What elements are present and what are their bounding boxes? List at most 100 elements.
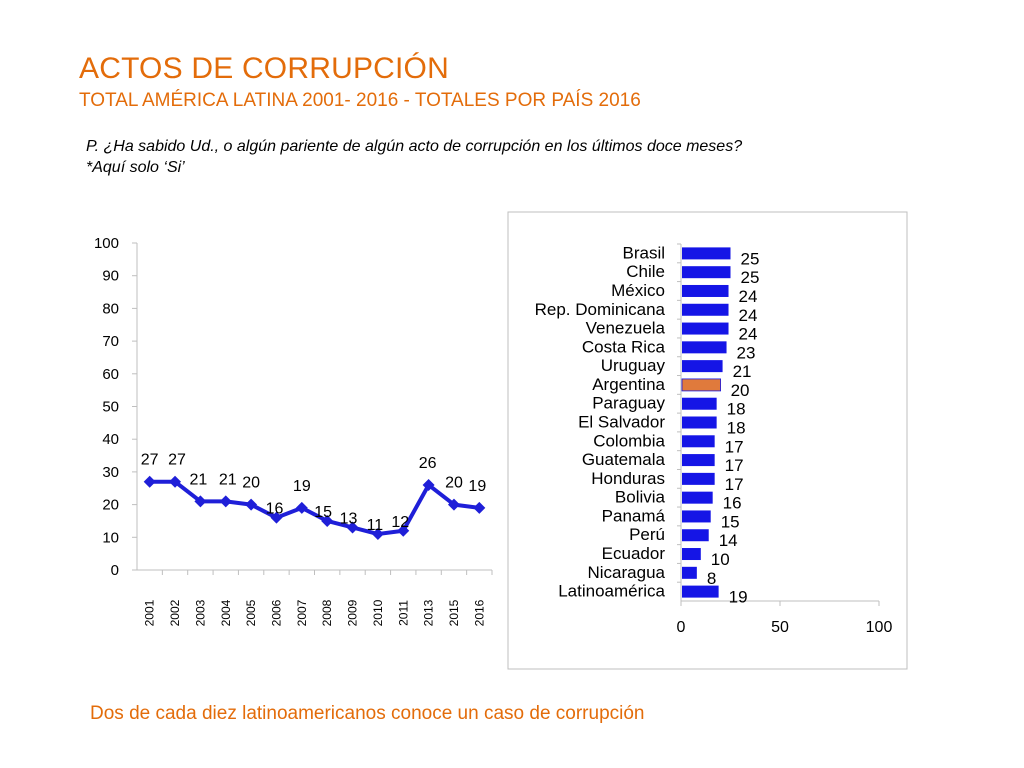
data-label: 26 [419,455,437,472]
question-note: *Aquí solo ‘Si’ [86,159,185,176]
data-point [346,521,359,534]
data-label: 19 [468,478,486,495]
bar [682,247,731,260]
bar-value-label: 24 [739,306,758,325]
x-tick-label: 2007 [295,599,309,626]
y-tick-label: 80 [102,300,119,317]
bar-category-label: Colombia [593,431,665,450]
data-label: 21 [189,471,207,488]
bar [682,585,719,598]
bar-category-label: Uruguay [601,356,666,375]
bar-value-label: 25 [741,268,760,287]
x-tick-label: 2016 [472,599,486,626]
y-tick-label: 60 [102,366,119,383]
bar-value-label: 23 [737,343,756,362]
data-point [169,475,182,488]
x-tick-label: 2005 [244,599,258,626]
bar-category-label: Nicaragua [588,563,666,582]
data-label: 21 [219,471,237,488]
bar-value-label: 18 [727,400,746,419]
x-tick-label: 2013 [422,599,436,626]
y-tick-label: 90 [102,268,119,285]
x-tick-label: 2002 [168,599,182,626]
bar-value-label: 18 [727,419,746,438]
bar [682,397,717,410]
x-tick-label: 2009 [346,599,360,626]
x-tick-label: 2006 [269,599,283,626]
bar-x-tick-label: 0 [677,619,686,636]
y-tick-label: 10 [102,529,119,546]
line-chart: 0 10 20 30 40 50 60 70 80 90 100 2001 2002 2003 2004 20… [94,235,493,626]
bar [682,284,729,297]
data-label: 16 [266,501,284,518]
bar-category-label: Venezuela [586,319,666,338]
bar-category-label: Costa Rica [582,337,666,356]
data-point [371,528,384,541]
bar-category-label: Guatemala [582,450,666,469]
data-label: 13 [340,510,358,527]
bar-category-label: Paraguay [592,394,665,413]
bar-value-label: 17 [725,437,744,456]
bar-value-label: 14 [719,531,738,550]
data-label: 12 [391,514,409,531]
y-tick-label: 30 [102,464,119,481]
bar [682,491,713,504]
y-tick-label: 40 [102,431,119,448]
bar-value-label: 8 [707,569,716,588]
question-text: P. ¿Ha sabido Ud., o algún pariente de a… [86,138,743,155]
data-label: 11 [367,517,384,534]
data-point [219,495,232,508]
bar-category-label: Argentina [592,375,665,394]
data-label: 20 [445,475,463,492]
data-point [270,511,283,524]
data-point [295,501,308,514]
bar-category-label: Rep. Dominicana [535,300,666,319]
bar-value-label: 20 [731,381,750,400]
data-point [447,498,460,511]
bar [682,322,729,335]
bar-value-label: 24 [739,325,758,344]
data-label: 20 [242,475,260,492]
footer-conclusion: Dos de cada diez latinoamericanos conoce… [90,703,645,724]
bar-chart-frame [507,211,908,670]
y-tick-label: 100 [94,235,119,252]
bar-value-label: 24 [739,287,758,306]
x-tick-label: 2004 [219,599,233,626]
bar-value-label: 16 [723,494,742,513]
bar-category-label: Brasil [622,243,665,262]
bar-chart: 0 50 100 Brasil 25 Chile 25 México 24 Rep. Domini… [535,243,893,636]
bar-value-label: 10 [711,550,730,569]
bar-value-label: 17 [725,475,744,494]
bar [682,510,711,523]
bar-value-label: 21 [733,362,752,381]
data-label: 15 [314,504,332,521]
y-tick-label: 0 [111,562,119,579]
y-tick-label: 70 [102,333,119,350]
bar-value-label: 25 [741,249,760,268]
bar-category-label: Chile [626,262,665,281]
data-point [143,475,156,488]
bar [682,566,697,579]
bar [681,378,721,392]
bar-x-tick-label: 50 [771,619,789,636]
data-point [245,498,258,511]
bar [682,416,717,429]
bar-category-label: Panamá [602,506,666,525]
bar-value-label: 15 [721,512,740,531]
bar-category-label: Honduras [591,469,665,488]
data-point [321,514,334,527]
y-tick-label: 50 [102,399,119,416]
bar-category-label: Perú [629,525,665,544]
x-tick-label: 2001 [143,599,157,626]
page-title: ACTOS DE CORRUPCIÓN [79,52,449,85]
bar [682,341,727,354]
bar-value-label: 17 [725,456,744,475]
bar-category-label: Latinoamérica [558,582,665,601]
bar [682,435,715,448]
data-point [397,524,410,537]
data-label: 27 [168,452,186,469]
bar-x-tick-label: 100 [866,619,893,636]
x-tick-label: 2011 [396,600,410,626]
bar [682,266,731,279]
